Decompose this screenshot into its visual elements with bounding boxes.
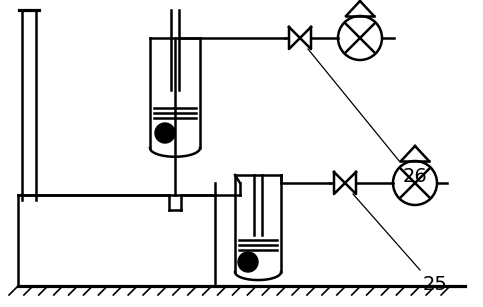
Circle shape bbox=[238, 252, 258, 272]
Polygon shape bbox=[334, 172, 345, 194]
Polygon shape bbox=[289, 27, 300, 49]
Text: 26: 26 bbox=[403, 167, 428, 186]
Circle shape bbox=[155, 123, 175, 143]
Text: 25: 25 bbox=[423, 275, 448, 294]
Polygon shape bbox=[300, 27, 311, 49]
Polygon shape bbox=[345, 172, 356, 194]
